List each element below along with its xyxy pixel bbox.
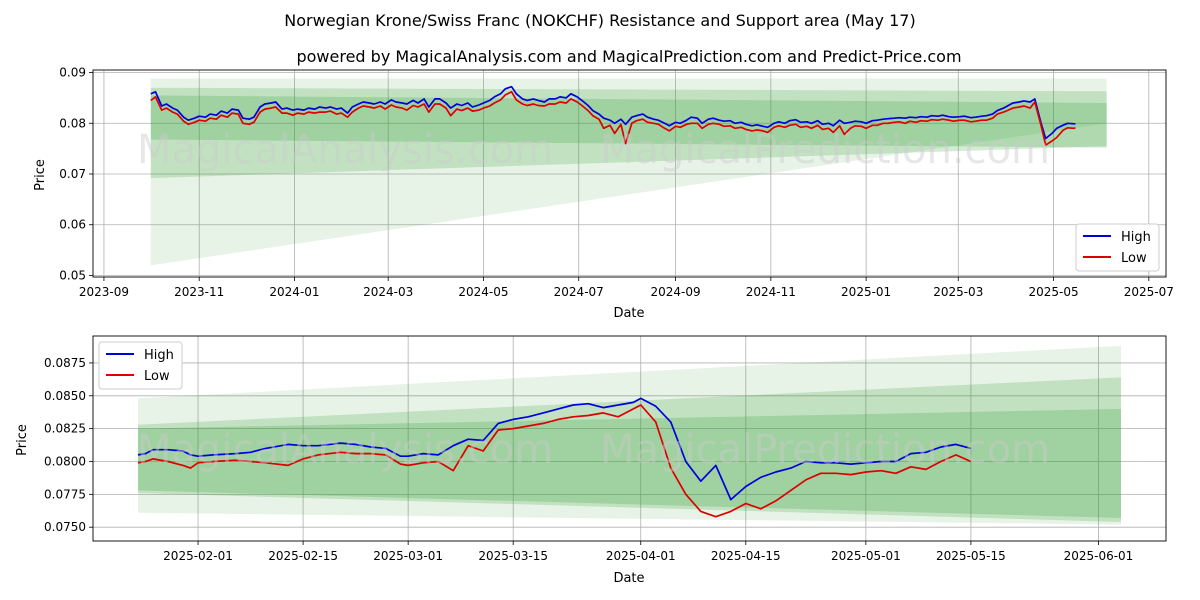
chart-title: Norwegian Krone/Swiss Franc (NOKCHF) Res… — [284, 11, 915, 30]
top-x-tick-label: 2024-07 — [554, 285, 604, 299]
top-prediction-band — [150, 78, 1107, 266]
bottom-x-tick-label: 2025-03-15 — [478, 549, 548, 563]
bottom-y-axis-title: Price — [15, 424, 30, 456]
bottom-prediction-band — [138, 377, 1121, 522]
top-legend-low-label: Low — [1121, 251, 1147, 266]
top-high-line — [150, 85, 1076, 140]
bottom-x-tick-label: 2025-04-01 — [606, 549, 676, 563]
top-y-tick-label: 0.05 — [59, 268, 86, 282]
top-x-tick-label: 2024-03 — [363, 285, 413, 299]
bottom-x-tick-label: 2025-03-01 — [373, 549, 443, 563]
top-low-line — [150, 90, 1076, 146]
bottom-legend: High Low — [98, 341, 183, 390]
top-x-tick-label: 2025-03 — [933, 285, 983, 299]
bottom-legend-high-label: High — [144, 348, 174, 363]
bottom-y-tick-label: 0.0875 — [44, 356, 86, 370]
bottom-low-line — [137, 404, 972, 518]
top-x-tick-label: 2024-01 — [269, 285, 319, 299]
bottom-y-tick-label: 0.0825 — [44, 422, 86, 436]
top-legend: High Low — [1075, 223, 1160, 272]
top-legend-high-label: High — [1121, 230, 1151, 245]
bottom-x-tick-label: 2025-05-15 — [936, 549, 1006, 563]
watermark-bottom-2: MagicalPrediction.com — [600, 427, 1050, 473]
top-y-tick-label: 0.09 — [59, 66, 86, 80]
bottom-prediction-band — [138, 408, 1121, 519]
top-x-tick-label: 2024-09 — [651, 285, 701, 299]
bottom-x-axis-title: Date — [613, 571, 644, 586]
watermark-bottom-1: MagicalAnalysis.com — [137, 427, 553, 473]
top-x-tick-label: 2025-05 — [1028, 285, 1078, 299]
bottom-x-tick-label: 2025-05-01 — [831, 549, 901, 563]
bottom-y-tick-label: 0.0850 — [44, 389, 86, 403]
bottom-y-tick-label: 0.0750 — [44, 520, 86, 534]
watermark-top-2: MagicalPrediction.com — [600, 127, 1050, 173]
top-x-tick-label: 2023-09 — [79, 285, 129, 299]
bottom-prediction-band — [138, 345, 1121, 525]
top-panel: 2023-09 2023-11 2024-01 2024-03 2024-05 2024-… — [59, 66, 1174, 299]
watermark-top-1: MagicalAnalysis.com — [137, 127, 553, 173]
top-x-tick-label: 2025-07 — [1124, 285, 1174, 299]
top-y-tick-label: 0.06 — [59, 218, 86, 232]
bottom-x-tick-label: 2025-04-15 — [711, 549, 781, 563]
bottom-x-tick-label: 2025-02-01 — [163, 549, 233, 563]
top-plot-frame — [92, 69, 1167, 278]
top-y-tick-label: 0.08 — [59, 116, 86, 130]
top-y-axis-title: Price — [33, 159, 48, 191]
bottom-panel: 2025-02-01 2025-02-15 2025-03-01 2025-03-15… — [44, 335, 1167, 563]
chart-subtitle: powered by MagicalAnalysis.com and Magic… — [296, 47, 961, 66]
bottom-legend-low-label: Low — [144, 369, 170, 384]
bottom-plot-frame — [92, 335, 1167, 542]
bottom-x-tick-label: 2025-06-01 — [1064, 549, 1134, 563]
top-x-tick-label: 2024-11 — [746, 285, 796, 299]
bottom-y-tick-label: 0.0800 — [44, 454, 86, 468]
bottom-y-tick-label: 0.0775 — [44, 487, 86, 501]
bottom-high-line — [137, 397, 972, 501]
top-x-tick-label: 2025-01 — [841, 285, 891, 299]
top-y-tick-label: 0.07 — [59, 167, 86, 181]
top-x-tick-label: 2023-11 — [174, 285, 224, 299]
top-x-tick-label: 2024-05 — [458, 285, 508, 299]
bottom-x-tick-label: 2025-02-15 — [268, 549, 338, 563]
top-x-axis-title: Date — [613, 306, 644, 321]
